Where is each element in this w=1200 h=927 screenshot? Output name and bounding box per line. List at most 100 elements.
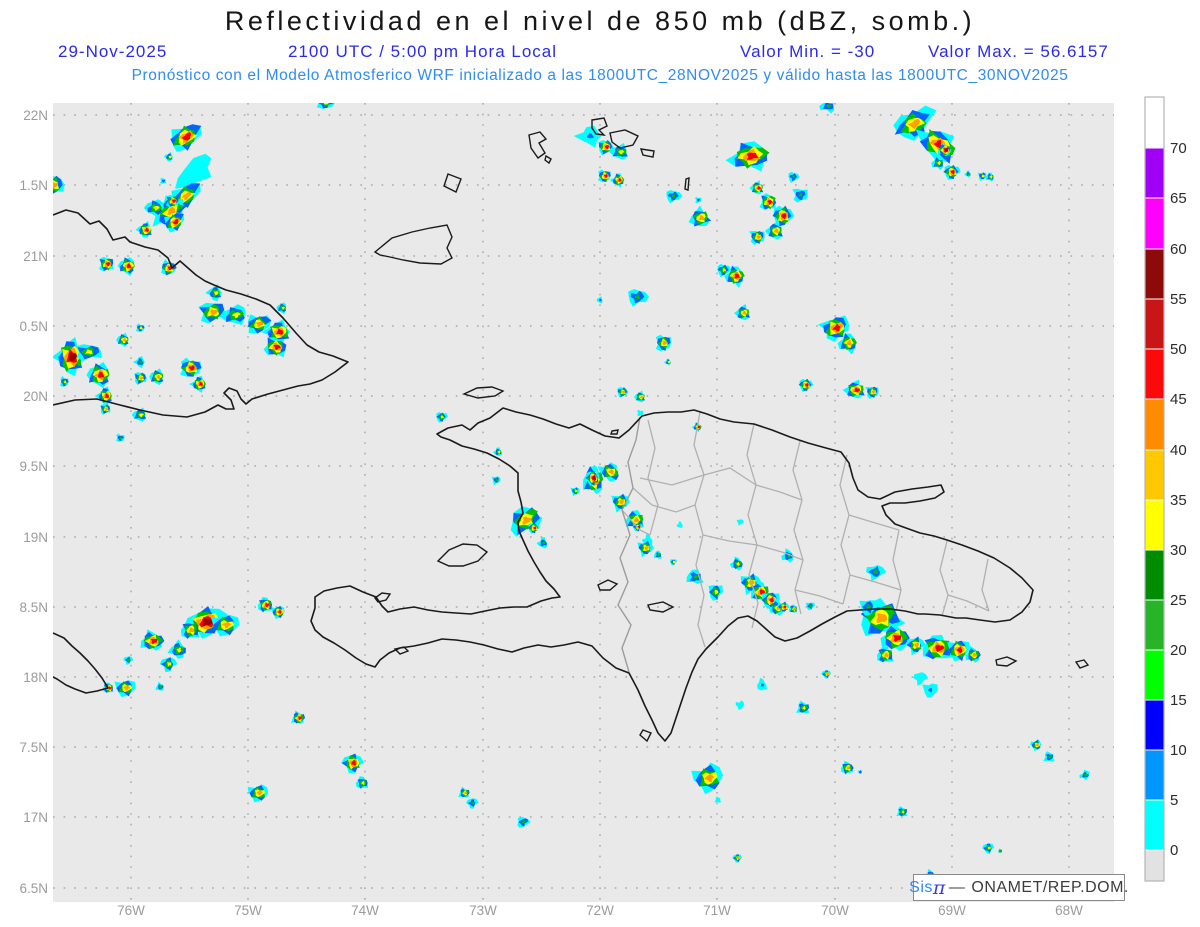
reflectivity-cell — [149, 368, 164, 386]
reflectivity-cell — [1043, 751, 1055, 762]
colorbar-tick-label: 40 — [1170, 442, 1187, 459]
reflectivity-cell — [585, 471, 600, 486]
colorbar-segment — [1144, 96, 1165, 149]
reflectivity-cell — [913, 672, 929, 686]
reflectivity-cell — [257, 597, 273, 613]
attribution-org: ONAMET/REP.DOM. — [971, 878, 1129, 896]
province-border — [849, 574, 902, 591]
reflectivity-cell — [86, 361, 110, 389]
reflectivity-cell — [247, 784, 269, 803]
reflectivity-cell — [517, 816, 531, 828]
island-outline — [1074, 659, 1090, 669]
reflectivity-cell — [117, 257, 135, 277]
island-outline — [684, 177, 690, 191]
reflectivity-cell — [167, 639, 186, 659]
colorbar-tick-label: 60 — [1170, 241, 1187, 258]
reflectivity-cell — [247, 314, 272, 334]
province-border — [839, 454, 851, 605]
attribution-box: Sis π — ONAMET/REP.DOM. — [909, 874, 1129, 901]
island-outline — [610, 429, 619, 435]
island-outline — [647, 601, 675, 613]
reflectivity-cell — [570, 487, 580, 497]
reflectivity-cell — [135, 220, 153, 238]
reflectivity-cell — [617, 387, 629, 399]
reflectivity-cell — [458, 786, 470, 798]
reflectivity-cell — [100, 404, 111, 415]
reflectivity-cell — [116, 433, 125, 442]
reflectivity-cell — [664, 358, 671, 366]
sispi-logo: Sis — [909, 878, 933, 896]
reflectivity-cell — [788, 171, 800, 184]
reflectivity-cell — [53, 337, 84, 377]
reflectivity-cell — [596, 296, 603, 304]
reflectivity-cell — [931, 156, 944, 171]
colorbar-segment — [1144, 649, 1165, 701]
reflectivity-cell — [609, 173, 625, 188]
reflectivity-cell — [714, 796, 722, 803]
reflectivity-cell — [842, 379, 865, 399]
reflectivity-cell — [676, 521, 683, 529]
reflectivity-cell — [821, 670, 831, 679]
reflectivity-cell — [865, 386, 879, 400]
island-outline — [393, 646, 410, 655]
reflectivity-cell — [132, 356, 145, 369]
reflectivity-cell — [491, 476, 501, 486]
reflectivity-cell — [922, 683, 938, 698]
forecast-description: Pronóstico con el Modelo Atmosferico WRF… — [131, 67, 1069, 84]
reflectivity-cell — [316, 103, 335, 109]
island-outline — [597, 579, 619, 591]
province-border — [794, 589, 844, 605]
reflectivity-cell — [175, 153, 212, 189]
province-border — [848, 514, 900, 531]
reflectivity-cell — [466, 798, 479, 809]
colorbar-tick-label: 25 — [1170, 592, 1187, 609]
colorbar-tick-label: 20 — [1170, 642, 1187, 659]
reflectivity-cell — [198, 302, 228, 324]
reflectivity-cell — [205, 284, 223, 301]
reflectivity-cell — [749, 231, 765, 245]
lon-label: 76W — [117, 903, 145, 918]
colorbar-segment — [1144, 147, 1165, 199]
colorbar-segment — [1144, 849, 1165, 882]
reflectivity-cell — [772, 205, 795, 229]
island-outline — [443, 173, 462, 193]
province-border — [947, 594, 990, 612]
island-outline — [609, 129, 639, 149]
province-border — [621, 509, 651, 536]
colorbar-tick-label: 45 — [1170, 391, 1187, 408]
colorbar-segment — [1144, 499, 1165, 551]
reflectivity-cell — [114, 680, 136, 698]
grid-lines — [53, 103, 1114, 902]
reflectivity-cell — [653, 550, 663, 560]
island-outline — [461, 386, 505, 399]
reflectivity-cell — [840, 760, 854, 775]
reflectivity-cell — [906, 636, 926, 656]
reflectivity-cell — [159, 657, 178, 673]
reflectivity-cell — [724, 265, 745, 288]
lon-label: 69W — [938, 903, 966, 918]
reflectivity-cell — [611, 493, 630, 513]
island-outline — [373, 224, 453, 265]
province-border — [702, 534, 758, 546]
reflectivity-cell — [636, 410, 644, 417]
colorbar-tick-label: 0 — [1170, 842, 1178, 859]
colorbar-segment — [1144, 348, 1165, 400]
reflectivity-cell — [634, 390, 645, 403]
colorbar-segment — [1144, 197, 1165, 250]
reflectivity-cell — [598, 169, 611, 182]
reflectivity-cell — [857, 769, 863, 775]
reflectivity-cell — [220, 304, 246, 326]
lon-label: 71W — [703, 903, 731, 918]
reflectivity-cell — [781, 548, 794, 563]
reflectivity-cell — [536, 537, 548, 549]
reflectivity-cell — [732, 854, 743, 863]
reflectivity-cell — [729, 556, 743, 571]
reflectivity-cell — [164, 212, 185, 233]
reflectivity-cell — [116, 332, 129, 348]
province-border — [892, 529, 902, 612]
reflectivity-cell — [998, 848, 1003, 853]
reflectivity-cells-layer — [53, 103, 1090, 882]
province-border — [647, 419, 659, 536]
